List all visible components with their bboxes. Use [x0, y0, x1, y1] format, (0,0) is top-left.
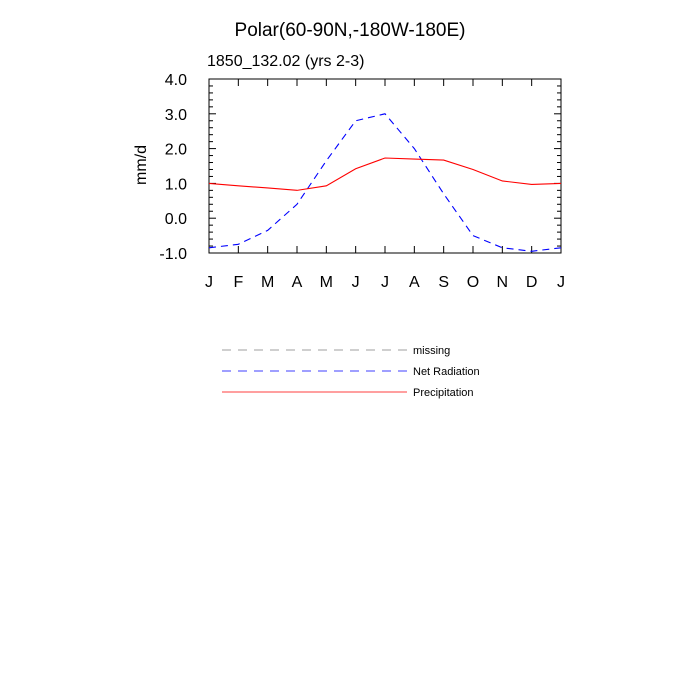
x-tick-label: J [205, 274, 213, 291]
x-tick-label: A [409, 274, 420, 291]
y-axis-label: mm/d [133, 145, 150, 185]
x-tick-label: O [467, 274, 479, 291]
y-tick-label: 2.0 [165, 142, 187, 159]
y-tick-label: 1.0 [165, 176, 187, 193]
legend-label-precipitation: Precipitation [413, 387, 474, 399]
y-tick-label: 0.0 [165, 211, 187, 228]
chart-subtitle: 1850_132.02 (yrs 2-3) [207, 53, 364, 70]
chart-title: Polar(60-90N,-180W-180E) [235, 20, 466, 41]
plot-frame [208, 78, 562, 254]
y-tick-label: 4.0 [165, 72, 187, 89]
x-tick-label: F [233, 274, 243, 291]
x-tick-label: M [320, 274, 333, 291]
y-tick-label: -1.0 [159, 246, 187, 263]
x-tick-label: M [261, 274, 274, 291]
legend: missing Net Radiation Precipitation [222, 345, 480, 399]
x-tick-label: J [381, 274, 389, 291]
plot-area: -1.00.01.02.03.04.0J F M A M J J A S O N D J [159, 72, 565, 291]
x-tick-label: S [438, 274, 449, 291]
x-tick-label: D [526, 274, 538, 291]
y-tick-label: 3.0 [165, 107, 187, 124]
legend-label-missing: missing [413, 345, 450, 357]
x-tick-label: N [497, 274, 509, 291]
legend-label-net-radiation: Net Radiation [413, 366, 480, 378]
series-line-precipitation [208, 157, 562, 191]
x-tick-label: A [292, 274, 303, 291]
series-line-net-radiation [208, 113, 562, 252]
x-tick-label: J [557, 274, 565, 291]
x-tick-label: J [352, 274, 360, 291]
